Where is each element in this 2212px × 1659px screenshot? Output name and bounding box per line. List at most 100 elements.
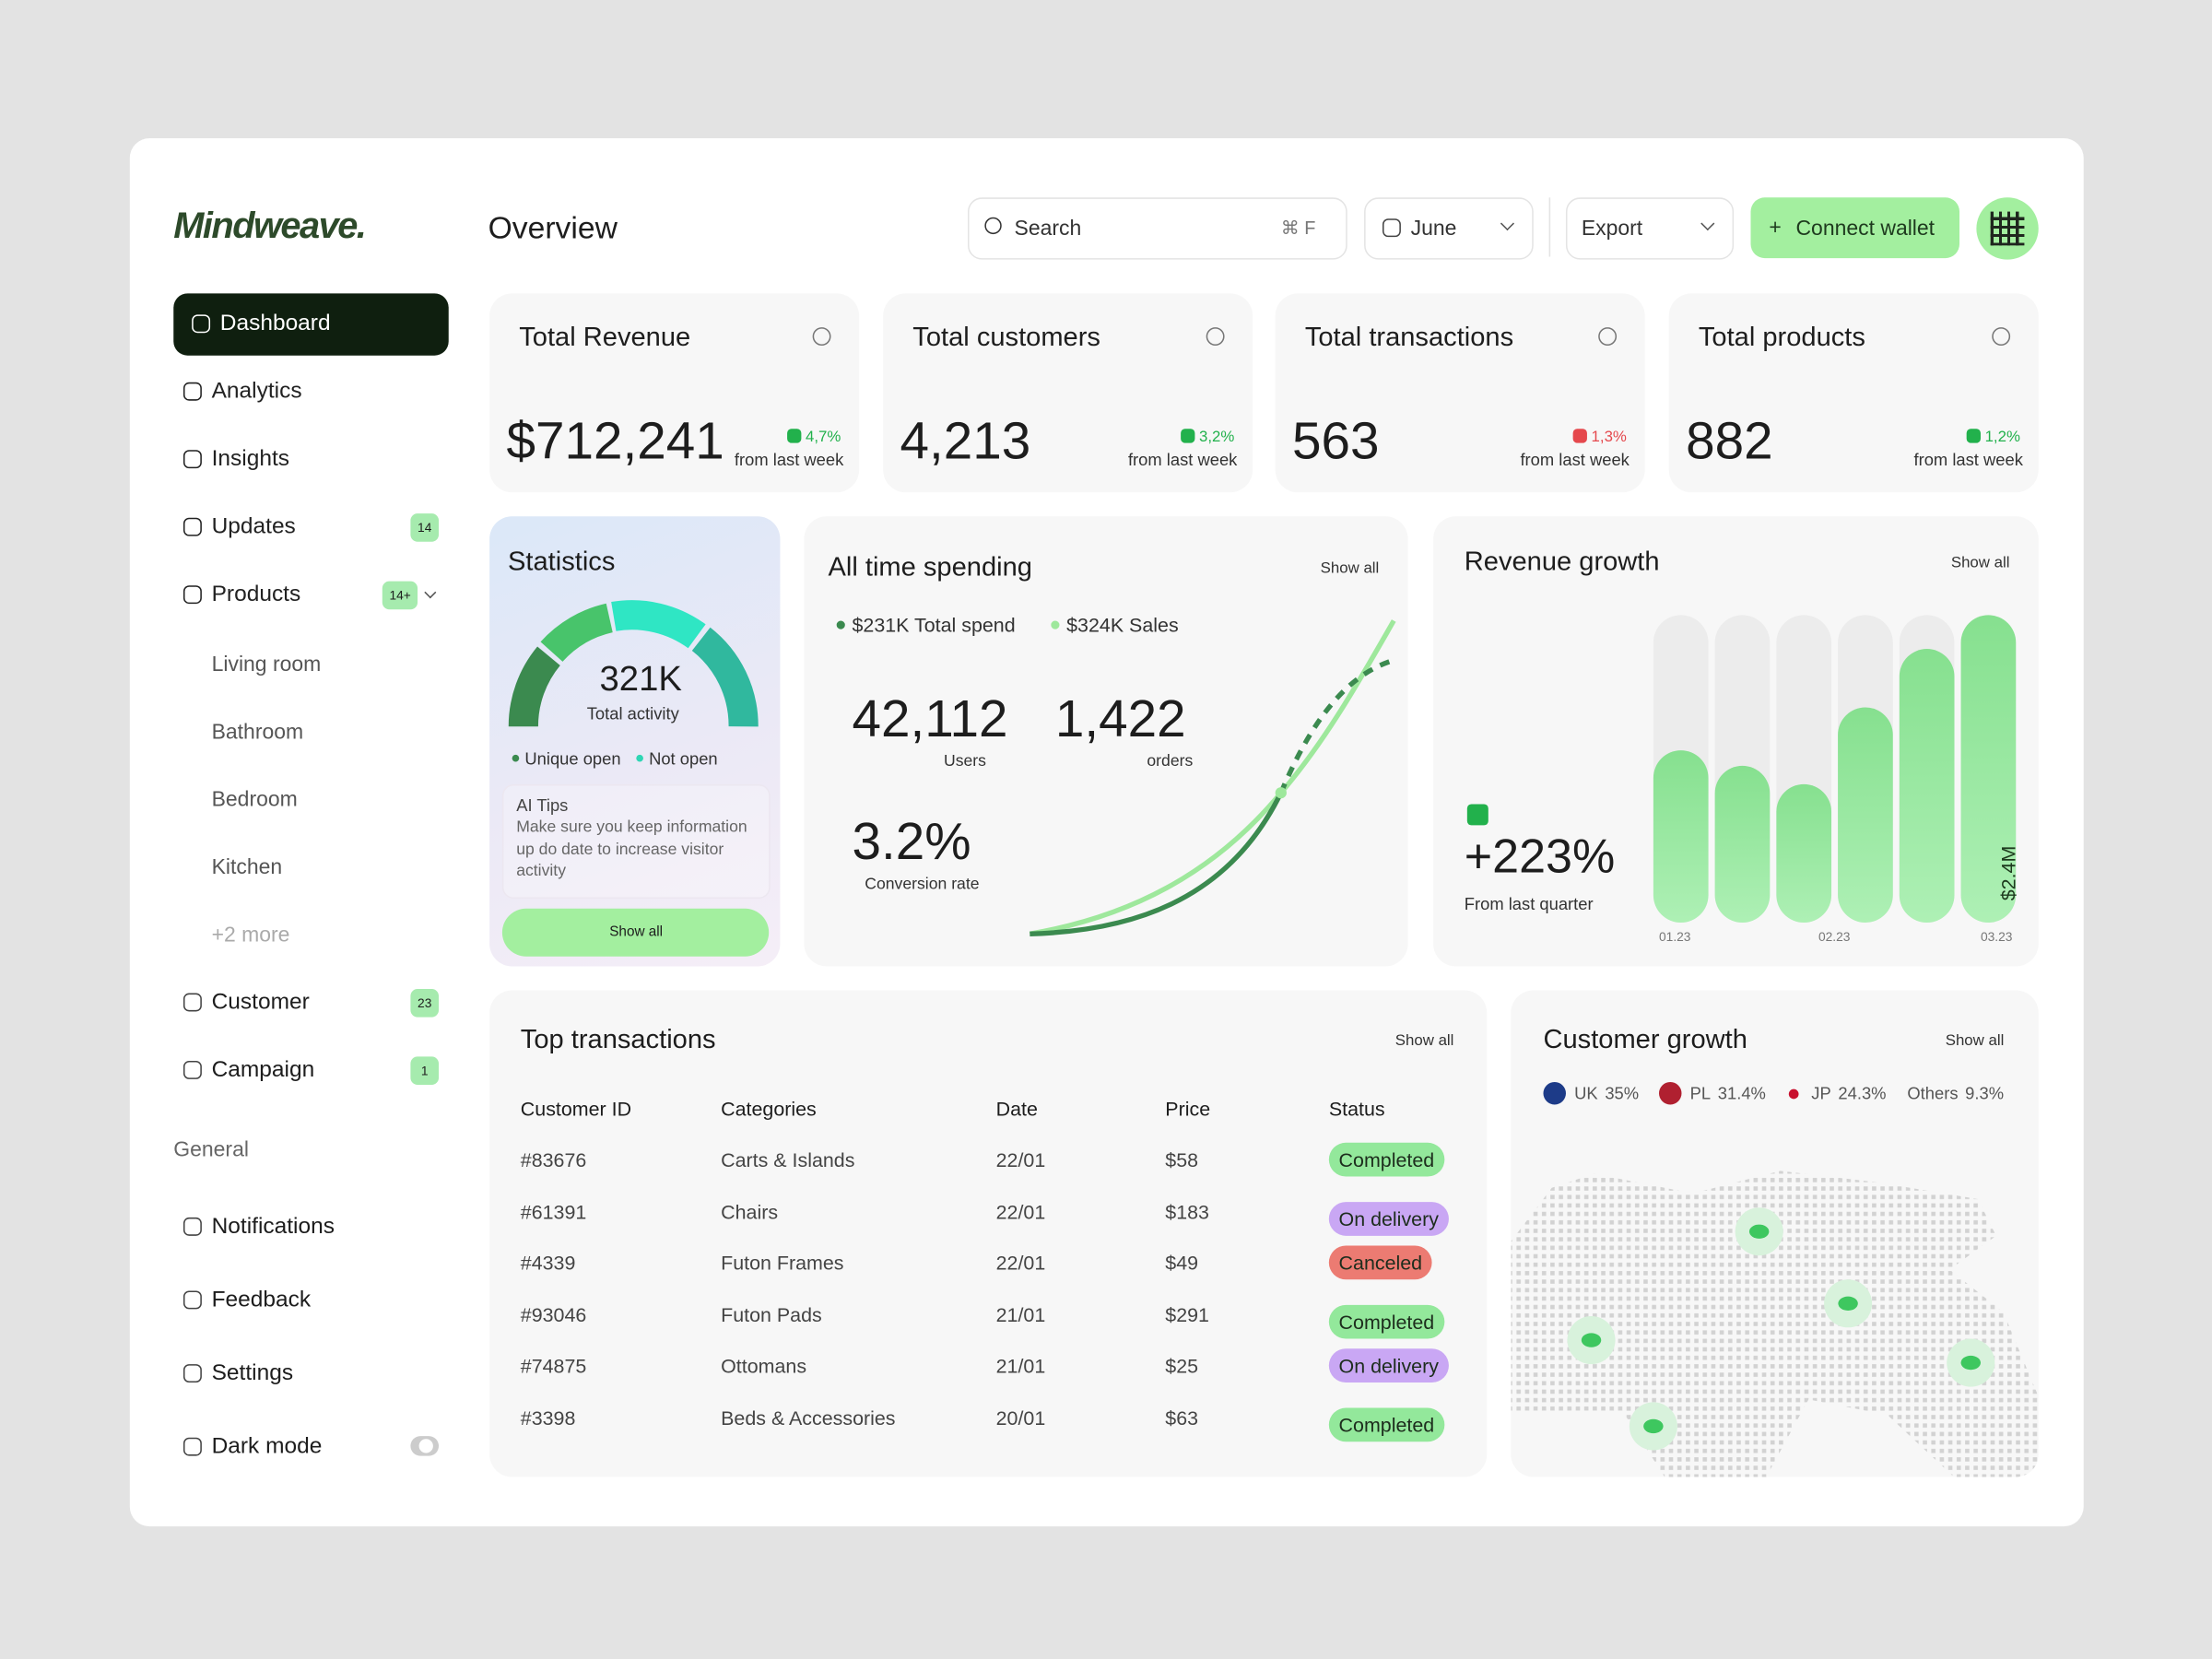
- trend-icon: [1466, 804, 1488, 826]
- nav-item[interactable]: Updates: [211, 514, 296, 539]
- nav-icon: [182, 450, 202, 469]
- search-input[interactable]: Search: [1014, 216, 1082, 241]
- kpi-title: Total Revenue: [519, 323, 691, 353]
- x-label: 01.23: [1658, 929, 1691, 944]
- sub-nav-item[interactable]: Bedroom: [211, 787, 298, 812]
- card-title: Customer growth: [1543, 1025, 1747, 1055]
- table-cell: $183: [1165, 1199, 1209, 1223]
- plus: +: [1769, 216, 1782, 241]
- button-label[interactable]: Show all: [609, 924, 664, 941]
- toggle-knob: [418, 1439, 433, 1453]
- column-header: Categories: [721, 1097, 817, 1121]
- gauge: [508, 600, 759, 727]
- trend-icon: [787, 429, 802, 443]
- search-box[interactable]: [967, 197, 1347, 260]
- kpi-change: 1,3%: [1591, 429, 1627, 446]
- table-cell: Futon Pads: [721, 1302, 822, 1326]
- export-label[interactable]: Export: [1581, 216, 1643, 241]
- show-all[interactable]: Show all: [1945, 1032, 2005, 1050]
- column-header: Status: [1328, 1097, 1385, 1121]
- month-label[interactable]: June: [1410, 216, 1457, 241]
- kpi-title: Total transactions: [1304, 323, 1514, 353]
- bar: [1838, 707, 1893, 924]
- info-icon: [1992, 327, 2011, 346]
- table-cell: #3398: [520, 1406, 576, 1430]
- table-cell: $63: [1165, 1406, 1199, 1430]
- legend-dot: [836, 620, 845, 629]
- revenue-bars: [1653, 615, 2017, 924]
- legend-dot: [512, 754, 520, 762]
- connect-button[interactable]: [1750, 197, 1960, 259]
- nav-item[interactable]: Campaign: [211, 1057, 315, 1082]
- table-cell: Beds & Accessories: [721, 1406, 896, 1430]
- sub-nav-item[interactable]: Bathroom: [211, 720, 304, 745]
- kpi-card: [1275, 293, 1645, 493]
- nav-item[interactable]: Notifications: [211, 1214, 335, 1239]
- kpi-value: 4,213: [900, 411, 1031, 470]
- nav-item[interactable]: Customer: [211, 990, 310, 1015]
- stat-label: Conversion rate: [865, 876, 980, 893]
- growth-value: +223%: [1464, 830, 1616, 884]
- legend-label: Not open: [649, 748, 718, 770]
- kpi-title: Total customers: [912, 323, 1100, 353]
- plus-icon[interactable]: Connect wallet: [1795, 216, 1936, 241]
- card-title: Revenue growth: [1464, 547, 1660, 578]
- nav-icon: [182, 1290, 202, 1310]
- nav-item[interactable]: Feedback: [211, 1288, 312, 1312]
- tips-title: AI Tips: [516, 795, 569, 816]
- status-pill: Canceled: [1328, 1245, 1432, 1280]
- nav-icon: [182, 585, 202, 605]
- x-label: 02.23: [1818, 929, 1851, 944]
- table-cell: #4339: [520, 1251, 576, 1275]
- card-title: Statistics: [508, 547, 616, 578]
- legend-label: $324K Sales: [1066, 613, 1179, 637]
- show-all[interactable]: Show all: [1394, 1032, 1454, 1050]
- table-cell: Carts & Islands: [721, 1147, 855, 1171]
- table-cell: #74875: [520, 1354, 587, 1378]
- info-icon: [812, 327, 831, 346]
- nav-badge: 14+: [382, 581, 418, 610]
- table-cell: 22/01: [995, 1147, 1046, 1171]
- kpi-value: $712,241: [506, 411, 724, 470]
- show-all-button[interactable]: [501, 908, 770, 957]
- kpi-card: [489, 293, 860, 493]
- kpi-note: from last week: [1913, 450, 2023, 470]
- kpi-change: 4,7%: [805, 429, 841, 446]
- nav-item[interactable]: Insights: [211, 447, 289, 472]
- transactions-card: [489, 990, 1488, 1477]
- kpi-title: Total products: [1698, 323, 1865, 353]
- table-cell: Ottomans: [721, 1354, 807, 1378]
- nav-active[interactable]: [173, 293, 449, 356]
- legend-value: 35%: [1605, 1083, 1640, 1103]
- table-cell: $49: [1165, 1251, 1199, 1275]
- nav-item[interactable]: Analytics: [211, 379, 302, 404]
- show-all[interactable]: Show all: [1320, 559, 1380, 578]
- legend-value: 24.3%: [1838, 1083, 1887, 1103]
- nav-item[interactable]: Products: [211, 582, 301, 607]
- table-cell: 21/01: [995, 1302, 1046, 1326]
- table-cell: 22/01: [995, 1199, 1046, 1223]
- show-all[interactable]: Show all: [1950, 554, 2010, 571]
- sub-nav-item[interactable]: Living room: [211, 652, 322, 677]
- nav-icon: [182, 1061, 202, 1079]
- nav-item[interactable]: Dark mode: [211, 1434, 323, 1459]
- export-select[interactable]: [1565, 197, 1735, 260]
- nav-item[interactable]: Dashboard: [219, 312, 331, 336]
- table-cell: Futon Frames: [721, 1251, 844, 1275]
- month-select[interactable]: [1364, 197, 1534, 260]
- trend-icon: [1572, 429, 1587, 443]
- kpi-card: [1668, 293, 2039, 493]
- table-cell: 20/01: [995, 1406, 1046, 1430]
- sub-nav-item[interactable]: +2 more: [211, 923, 290, 947]
- kpi-note: from last week: [734, 450, 844, 470]
- nav-item[interactable]: Settings: [211, 1361, 294, 1386]
- legend-label: Others: [1907, 1083, 1959, 1103]
- sub-nav-item[interactable]: Kitchen: [211, 855, 283, 880]
- search-shortcut: ⌘ F: [1280, 217, 1316, 239]
- page-title: Overview: [488, 210, 618, 246]
- bar-label: $2.4M: [1996, 845, 2020, 901]
- table-cell: $58: [1165, 1147, 1199, 1171]
- info-icon: [1598, 327, 1618, 346]
